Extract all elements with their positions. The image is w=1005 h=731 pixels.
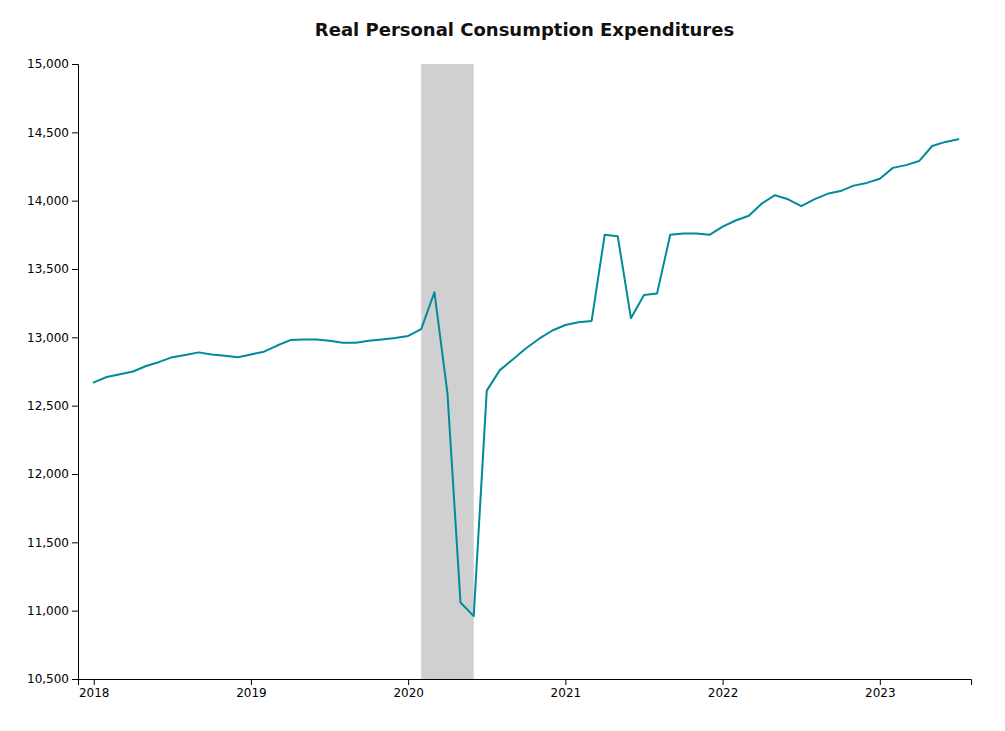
- tick-mark: [880, 679, 881, 685]
- tick-mark: [72, 269, 78, 270]
- tick-label: 10,500: [27, 672, 69, 686]
- tick: 15,000: [27, 57, 78, 71]
- tick-mark: [565, 679, 566, 685]
- shaded-span: [421, 64, 474, 679]
- tick-mark: [72, 201, 78, 202]
- tick: 2022: [708, 679, 739, 700]
- tick-label: 2018: [79, 686, 110, 700]
- tick: 2021: [551, 679, 582, 700]
- tick: 2019: [236, 679, 267, 700]
- tick-mark: [72, 64, 78, 65]
- tick-mark: [94, 679, 95, 685]
- marks: [94, 64, 959, 679]
- tick-label: 13,500: [27, 262, 69, 276]
- tick-label: 2022: [708, 686, 739, 700]
- tick: 13,500: [27, 262, 78, 276]
- title: Real Personal Consumption Expenditures: [315, 19, 734, 40]
- tick-label: 2023: [865, 686, 896, 700]
- tick-mark: [408, 679, 409, 685]
- tick-label: 11,000: [27, 604, 69, 618]
- tick-mark: [72, 132, 78, 133]
- tick-mark: [72, 474, 78, 475]
- tick-mark: [72, 611, 78, 612]
- chart: Real Personal Consumption Expenditures 20…: [0, 0, 1005, 731]
- tick-label: 12,000: [27, 467, 69, 481]
- tick: 10,500: [27, 672, 78, 686]
- y-axis: 10,500 11,000 11,500 12,000 12,500 13,000 13,5…: [27, 57, 79, 686]
- x-axis: 2018 2019 2020 2021 2022 2023: [79, 679, 972, 700]
- tick-mark: [723, 679, 724, 685]
- plot: 2018 2019 2020 2021 2022 2023 10,500 11,000 11,5…: [27, 57, 972, 699]
- tick: 12,500: [27, 399, 78, 413]
- tick-label: 2019: [236, 686, 267, 700]
- tick-label: 2021: [551, 686, 582, 700]
- axis-line: [79, 680, 972, 686]
- tick: 14,500: [27, 126, 78, 140]
- tick: 14,000: [27, 194, 78, 208]
- tick: 12,000: [27, 467, 78, 481]
- tick-label: 15,000: [27, 57, 69, 71]
- tick-mark: [72, 337, 78, 338]
- tick: 11,000: [27, 604, 78, 618]
- tick-mark: [72, 679, 78, 680]
- tick-label: 14,000: [27, 194, 69, 208]
- tick-label: 14,500: [27, 126, 69, 140]
- tick-mark: [72, 542, 78, 543]
- tick: 11,500: [27, 536, 78, 550]
- axis-line: [72, 65, 79, 680]
- tick-label: 12,500: [27, 399, 69, 413]
- tick: 13,000: [27, 331, 78, 345]
- tick-label: 2020: [393, 686, 424, 700]
- tick-label: 13,000: [27, 331, 69, 345]
- tick-mark: [251, 679, 252, 685]
- line: [94, 139, 959, 616]
- tick-label: 11,500: [27, 536, 69, 550]
- tick: 2023: [865, 679, 896, 700]
- tick: 2020: [393, 679, 424, 700]
- tick: 2018: [79, 679, 110, 700]
- tick-mark: [72, 406, 78, 407]
